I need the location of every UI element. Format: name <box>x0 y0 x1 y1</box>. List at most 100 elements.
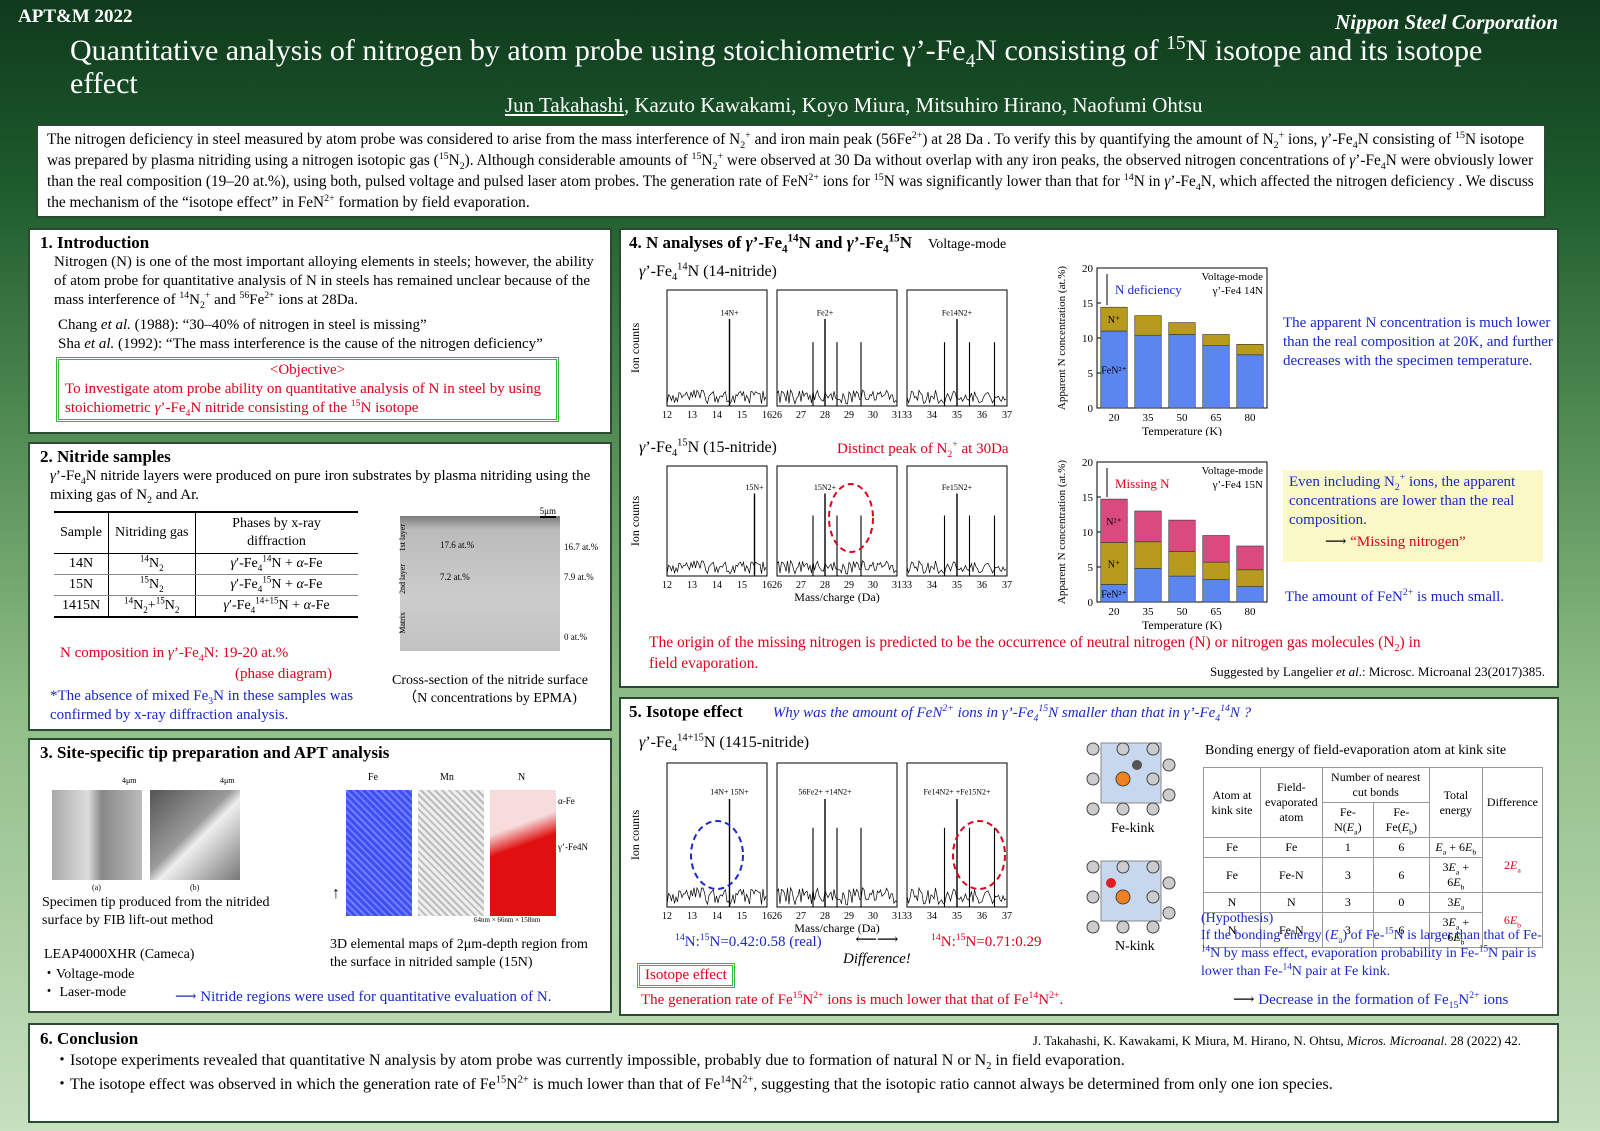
th-phases: Phases by x-ray diffraction <box>194 511 358 554</box>
spectrum-noise <box>776 559 898 576</box>
peak-label: Fe15N2+ <box>942 483 973 492</box>
spectrum-noise <box>776 389 898 406</box>
bar-segment <box>1236 545 1264 571</box>
diff-eb: 6Eb <box>1481 892 1544 948</box>
spectrum-noise <box>666 389 767 406</box>
x-tick-label: 28 <box>820 580 830 591</box>
absence-note: *The absence of mixed Fe3N in these samp… <box>50 688 354 723</box>
bar-segment <box>1202 561 1230 580</box>
y-tick-label: 20 <box>1082 263 1094 275</box>
x-tick-label: 30 <box>868 410 878 421</box>
x-tick-label: 27 <box>796 580 806 591</box>
bar-segment <box>1236 586 1264 603</box>
x-tick-label: 33 <box>902 911 912 922</box>
cross-label-right: 7.9 at.% <box>564 572 594 582</box>
tip-caption: Specimen tip produced from the nitrided … <box>42 895 270 928</box>
ratio-measured: 14N:15N=0.71:0.29 <box>931 932 1042 950</box>
isotope-question: Why was the amount of FeN2+ ions in γ’-F… <box>772 703 1252 724</box>
scale-b: 4μm <box>220 776 235 785</box>
nitride-section: 2. Nitride samples γ’-Fe4N nitride layer… <box>28 442 612 731</box>
map-alpha-label: α-Fe <box>558 796 575 806</box>
bond-table: Atom at kink site Field-evaporated atom … <box>1203 767 1544 948</box>
x-tick-label: 14 <box>712 911 722 922</box>
highlight-fen2 <box>952 820 1006 890</box>
x-tick-label: 12 <box>662 410 672 421</box>
x-tick-label: 35 <box>1143 606 1155 618</box>
objective-label: <Objective> <box>269 362 346 378</box>
scale-bar: 5μm <box>539 506 556 518</box>
isotope-section: 5. Isotope effect Why was the amount of … <box>619 697 1559 1016</box>
x-tick-label: 16 <box>762 580 772 591</box>
peak-label: 14N+ 15N+ <box>710 788 749 797</box>
n-kink-diagram <box>1081 847 1181 937</box>
ratio-real: 14N:15N=0.42:0.58 (real) <box>675 932 822 950</box>
map-n-label: N <box>518 772 526 783</box>
mode-voltage: ・Voltage-mode <box>42 967 135 982</box>
y-tick-label: 5 <box>1088 368 1094 380</box>
table-row: Fe Fe-N 3 6 3Ea + 6Eb <box>1203 857 1543 893</box>
map-mn-label: Mn <box>440 772 454 783</box>
missing-quote: ⟶ “Missing nitrogen” <box>1325 534 1466 550</box>
x-tick-label: 33 <box>902 580 912 591</box>
presenter-name: Jun Takahashi <box>505 93 624 117</box>
cross-label-right: 16.7 at.% <box>564 542 599 552</box>
isotope-title: 5. Isotope effect <box>629 702 743 721</box>
cross-label: 7.2 at.% <box>440 572 470 582</box>
x-tick-label: 31 <box>892 911 902 922</box>
isotope-effect-text: The generation rate of Fe15N2+ ions is m… <box>641 990 1064 1008</box>
text15-box: Even including N2+ ions, the apparent co… <box>1283 470 1543 562</box>
x-axis-label: Mass/charge (Da) <box>794 590 879 604</box>
bar-segment <box>1134 541 1162 569</box>
bar-segment <box>1134 334 1162 409</box>
x-tick-label: 12 <box>662 580 672 591</box>
x-tick-label: 27 <box>796 410 806 421</box>
map-fe-label: Fe <box>368 772 378 783</box>
cell: 3 <box>1321 912 1375 948</box>
peak-label: 15N+ <box>745 483 764 492</box>
hypothesis-text: If the bonding energy (Ea) of Fe-15N is … <box>1201 925 1542 979</box>
bar-segment <box>1100 542 1128 585</box>
highlight-n2 <box>828 483 874 553</box>
th-gas: Nitriding gas <box>108 511 195 554</box>
bar-chart-14: 0 5 10 15 20 20 35 50 65 80 FeN²⁺ N⁺ Temperature (K)… <box>1053 244 1279 441</box>
cell: 6 <box>1373 857 1430 893</box>
bond-th: Total energy <box>1428 767 1483 838</box>
nitride-body: γ’-Fe4N nitride layers were produced on … <box>50 468 591 506</box>
x-tick-label: 26 <box>772 580 782 591</box>
bar-segment <box>1134 510 1162 543</box>
y-axis-label: Ion counts <box>628 810 642 861</box>
cross-caption: Cross-section of the nitride surface （N c… <box>392 673 588 706</box>
fe-kink-lattice <box>1086 742 1176 816</box>
text14: The apparent N concentration is much low… <box>1283 315 1553 369</box>
cell: 3Ea <box>1428 892 1483 913</box>
cell: 15N <box>54 574 109 596</box>
spectrum-panel <box>666 289 768 407</box>
label-b: (b) <box>190 883 200 892</box>
bar-segment <box>1202 579 1230 603</box>
series-label: N²⁺ <box>1106 517 1122 528</box>
bond-th: Fe-N(Ea) <box>1321 802 1375 838</box>
site-title: 3. Site-specific tip preparation and APT… <box>40 743 390 762</box>
bond-th: Fe-Fe(Eb) <box>1373 802 1430 838</box>
cross-label: 17.6 at.% <box>440 540 475 550</box>
x-tick-label: 65 <box>1211 412 1223 424</box>
conference-label: APT&M 2022 <box>18 6 133 27</box>
x-tick-label: 13 <box>687 580 697 591</box>
chart-title-1: Voltage-mode <box>1201 465 1263 477</box>
chart-title-2: γ’-Fe4 15N <box>1212 479 1263 491</box>
cell: N <box>1203 912 1261 948</box>
x-tick-label: 30 <box>868 580 878 591</box>
company-name: Nippon Steel Corporation <box>1335 10 1558 34</box>
bar-segment <box>1202 345 1230 409</box>
poster-title: Quantitative analysis of nitrogen by ato… <box>70 33 1483 100</box>
series-label: FeN²⁺ <box>1101 366 1127 377</box>
conclusion-bullet-2: ・The isotope effect was observed in whic… <box>54 1074 1333 1093</box>
y-tick-label: 20 <box>1082 457 1094 469</box>
bar-segment <box>1100 306 1128 332</box>
spectrum-15: Ion counts 15N+ 12 13 14 15 16 15N2+ 26 27 28 29 30 3… <box>627 458 1027 604</box>
spectrum-panel <box>666 465 768 577</box>
table-row: 15N 15N2 γ′-Fe415N + α-Fe <box>54 574 358 596</box>
arrow-up-icon: ↑ <box>332 885 340 902</box>
cell: Fe-N <box>1260 912 1323 948</box>
bar-segment <box>1168 334 1196 409</box>
